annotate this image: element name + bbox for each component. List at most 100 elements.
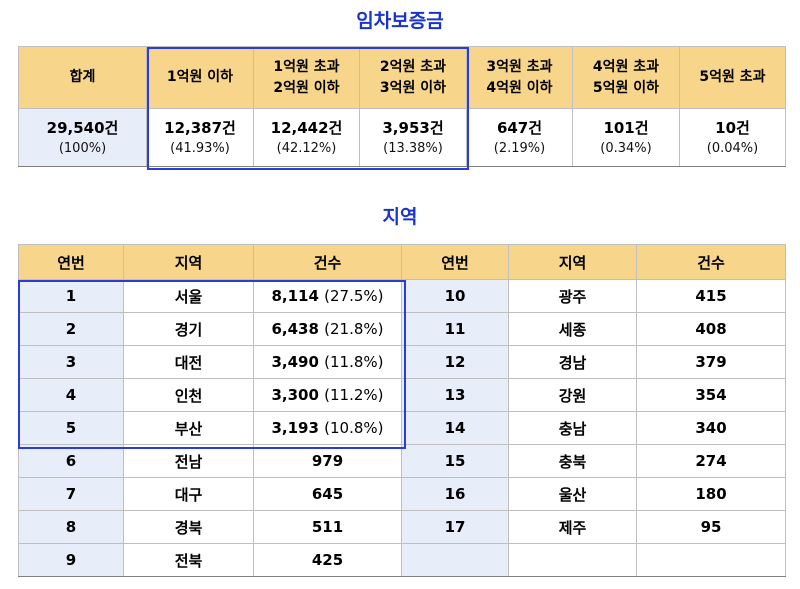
deposit-header-cell: 2억원 초과 3억원 이하: [359, 46, 467, 109]
table-row: 4 인천 3,300 (11.2%) 13 강원 354: [18, 378, 786, 412]
region-index-cell: 6: [18, 444, 124, 478]
region-name-cell: 전남: [123, 444, 254, 478]
deposit-percent: (13.38%): [383, 140, 443, 156]
region-count-cell: 3,300 (11.2%): [253, 378, 402, 412]
region-count-cell: 95: [636, 510, 786, 544]
table-row: 1 서울 8,114 (27.5%) 10 광주 415: [18, 279, 786, 313]
deposit-count: 12,442건: [270, 118, 343, 137]
region-index-cell: 8: [18, 510, 124, 544]
table-row: 2 경기 6,438 (21.8%) 11 세종 408: [18, 312, 786, 346]
region-name-cell: 세종: [508, 312, 637, 346]
region-count-cell: 425: [253, 543, 402, 577]
deposit-header-line: 3억원 초과: [486, 58, 553, 75]
region-index-cell: 12: [401, 345, 509, 379]
region-count-cell: 8,114 (27.5%): [253, 279, 402, 313]
region-index-cell: 17: [401, 510, 509, 544]
deposit-value-cell: 12,387건 (41.93%): [146, 108, 254, 167]
region-count-cell: [636, 543, 786, 577]
region-count: 3,300: [271, 386, 319, 404]
region-percent: (27.5%): [324, 287, 384, 305]
deposit-value-row: 29,540건 (100%) 12,387건 (41.93%) 12,442건 (42.1…: [18, 108, 786, 167]
region-index-cell: 14: [401, 411, 509, 445]
region-index-cell: 10: [401, 279, 509, 313]
region-count-cell: 340: [636, 411, 786, 445]
table-row: 5 부산 3,193 (10.8%) 14 충남 340: [18, 411, 786, 445]
region-header-cell: 연번: [401, 244, 509, 280]
region-count: 6,438: [271, 320, 319, 338]
region-name-cell: 광주: [508, 279, 637, 313]
region-count-cell: 3,193 (10.8%): [253, 411, 402, 445]
region-header-cell: 지역: [123, 244, 254, 280]
deposit-percent: (2.19%): [493, 140, 546, 156]
deposit-header-cell: 3억원 초과 4억원 이하: [466, 46, 573, 109]
region-index-cell: 1: [18, 279, 124, 313]
deposit-header-line: 1억원 이하: [166, 69, 234, 85]
deposit-header-line: 5억원 초과: [699, 69, 766, 85]
table-row: 9 전북 425: [18, 543, 786, 577]
deposit-value-cell: 10건 (0.04%): [679, 108, 786, 167]
region-index-cell: 9: [18, 543, 124, 577]
region-name-cell: 전북: [123, 543, 254, 577]
region-header-cell: 지역: [508, 244, 637, 280]
region-percent: (11.8%): [324, 353, 384, 371]
region-count-cell: 645: [253, 477, 402, 511]
deposit-header-line: 2억원 초과: [379, 58, 447, 75]
deposit-value-cell: 101건 (0.34%): [572, 108, 680, 167]
deposit-count: 3,953건: [382, 118, 444, 137]
region-name-cell: 울산: [508, 477, 637, 511]
deposit-percent: (0.04%): [706, 140, 759, 156]
region-percent: (10.8%): [324, 419, 384, 437]
deposit-header-cell: 5억원 초과: [679, 46, 786, 109]
deposit-header-line: 합계: [69, 69, 96, 85]
region-title: 지역: [382, 206, 418, 228]
deposit-percent: (42.12%): [276, 140, 337, 156]
region-count: 979: [311, 452, 344, 470]
deposit-percent: (0.34%): [600, 140, 652, 156]
deposit-count: 29,540건: [46, 118, 119, 137]
region-index-cell: 3: [18, 345, 124, 379]
region-name-cell: 제주: [508, 510, 637, 544]
deposit-value-cell: 3,953건 (13.38%): [359, 108, 467, 167]
region-index-cell: 16: [401, 477, 509, 511]
region-name-cell: [508, 543, 637, 577]
region-percent: (21.8%): [324, 320, 384, 338]
region-name-cell: 부산: [123, 411, 254, 445]
region-count-cell: 354: [636, 378, 786, 412]
region-count-cell: 6,438 (21.8%): [253, 312, 402, 346]
region-index-cell: 15: [401, 444, 509, 478]
region-name-cell: 경북: [123, 510, 254, 544]
deposit-count: 12,387건: [164, 118, 236, 137]
region-index-cell: [401, 543, 509, 577]
deposit-header-cell: 합계: [18, 46, 147, 109]
region-index-cell: 11: [401, 312, 509, 346]
region-header-row: 연번 지역 건수 연번 지역 건수: [18, 244, 786, 280]
region-count-cell: 415: [636, 279, 786, 313]
deposit-header-line: 1억원 초과: [273, 58, 340, 75]
region-count: 645: [311, 485, 344, 503]
region-name-cell: 충남: [508, 411, 637, 445]
deposit-value-cell: 647건 (2.19%): [466, 108, 573, 167]
region-name-cell: 대구: [123, 477, 254, 511]
deposit-header-cell: 1억원 이하: [146, 46, 254, 109]
deposit-header-cell: 4억원 초과 5억원 이하: [572, 46, 680, 109]
deposit-percent: (100%): [58, 140, 107, 156]
region-count-cell: 274: [636, 444, 786, 478]
region-index-cell: 5: [18, 411, 124, 445]
region-header-cell: 건수: [253, 244, 402, 280]
region-name-cell: 강원: [508, 378, 637, 412]
region-name-cell: 경기: [123, 312, 254, 346]
deposit-value-cell: 12,442건 (42.12%): [253, 108, 360, 167]
region-table: 연번 지역 건수 연번 지역 건수 1 서울 8,114 (27.5%) 10 광주 415 2 경기 6,…: [18, 244, 786, 577]
deposit-value-cell: 29,540건 (100%): [18, 108, 147, 167]
region-name-cell: 서울: [123, 279, 254, 313]
region-count: 3,490: [271, 353, 319, 371]
deposit-header-line: 2억원 이하: [273, 79, 340, 96]
deposit-count: 647건: [496, 118, 543, 137]
region-header-cell: 건수: [636, 244, 786, 280]
deposit-count: 101건: [603, 118, 649, 137]
region-count-cell: 180: [636, 477, 786, 511]
region-name-cell: 대전: [123, 345, 254, 379]
region-name-cell: 인천: [123, 378, 254, 412]
deposit-header-line: 4억원 초과: [592, 58, 660, 75]
deposit-table: 합계 1억원 이하 1억원 초과 2억원 이하 2억원 초과 3억원 이하 3억원 초과 4억…: [18, 46, 786, 167]
